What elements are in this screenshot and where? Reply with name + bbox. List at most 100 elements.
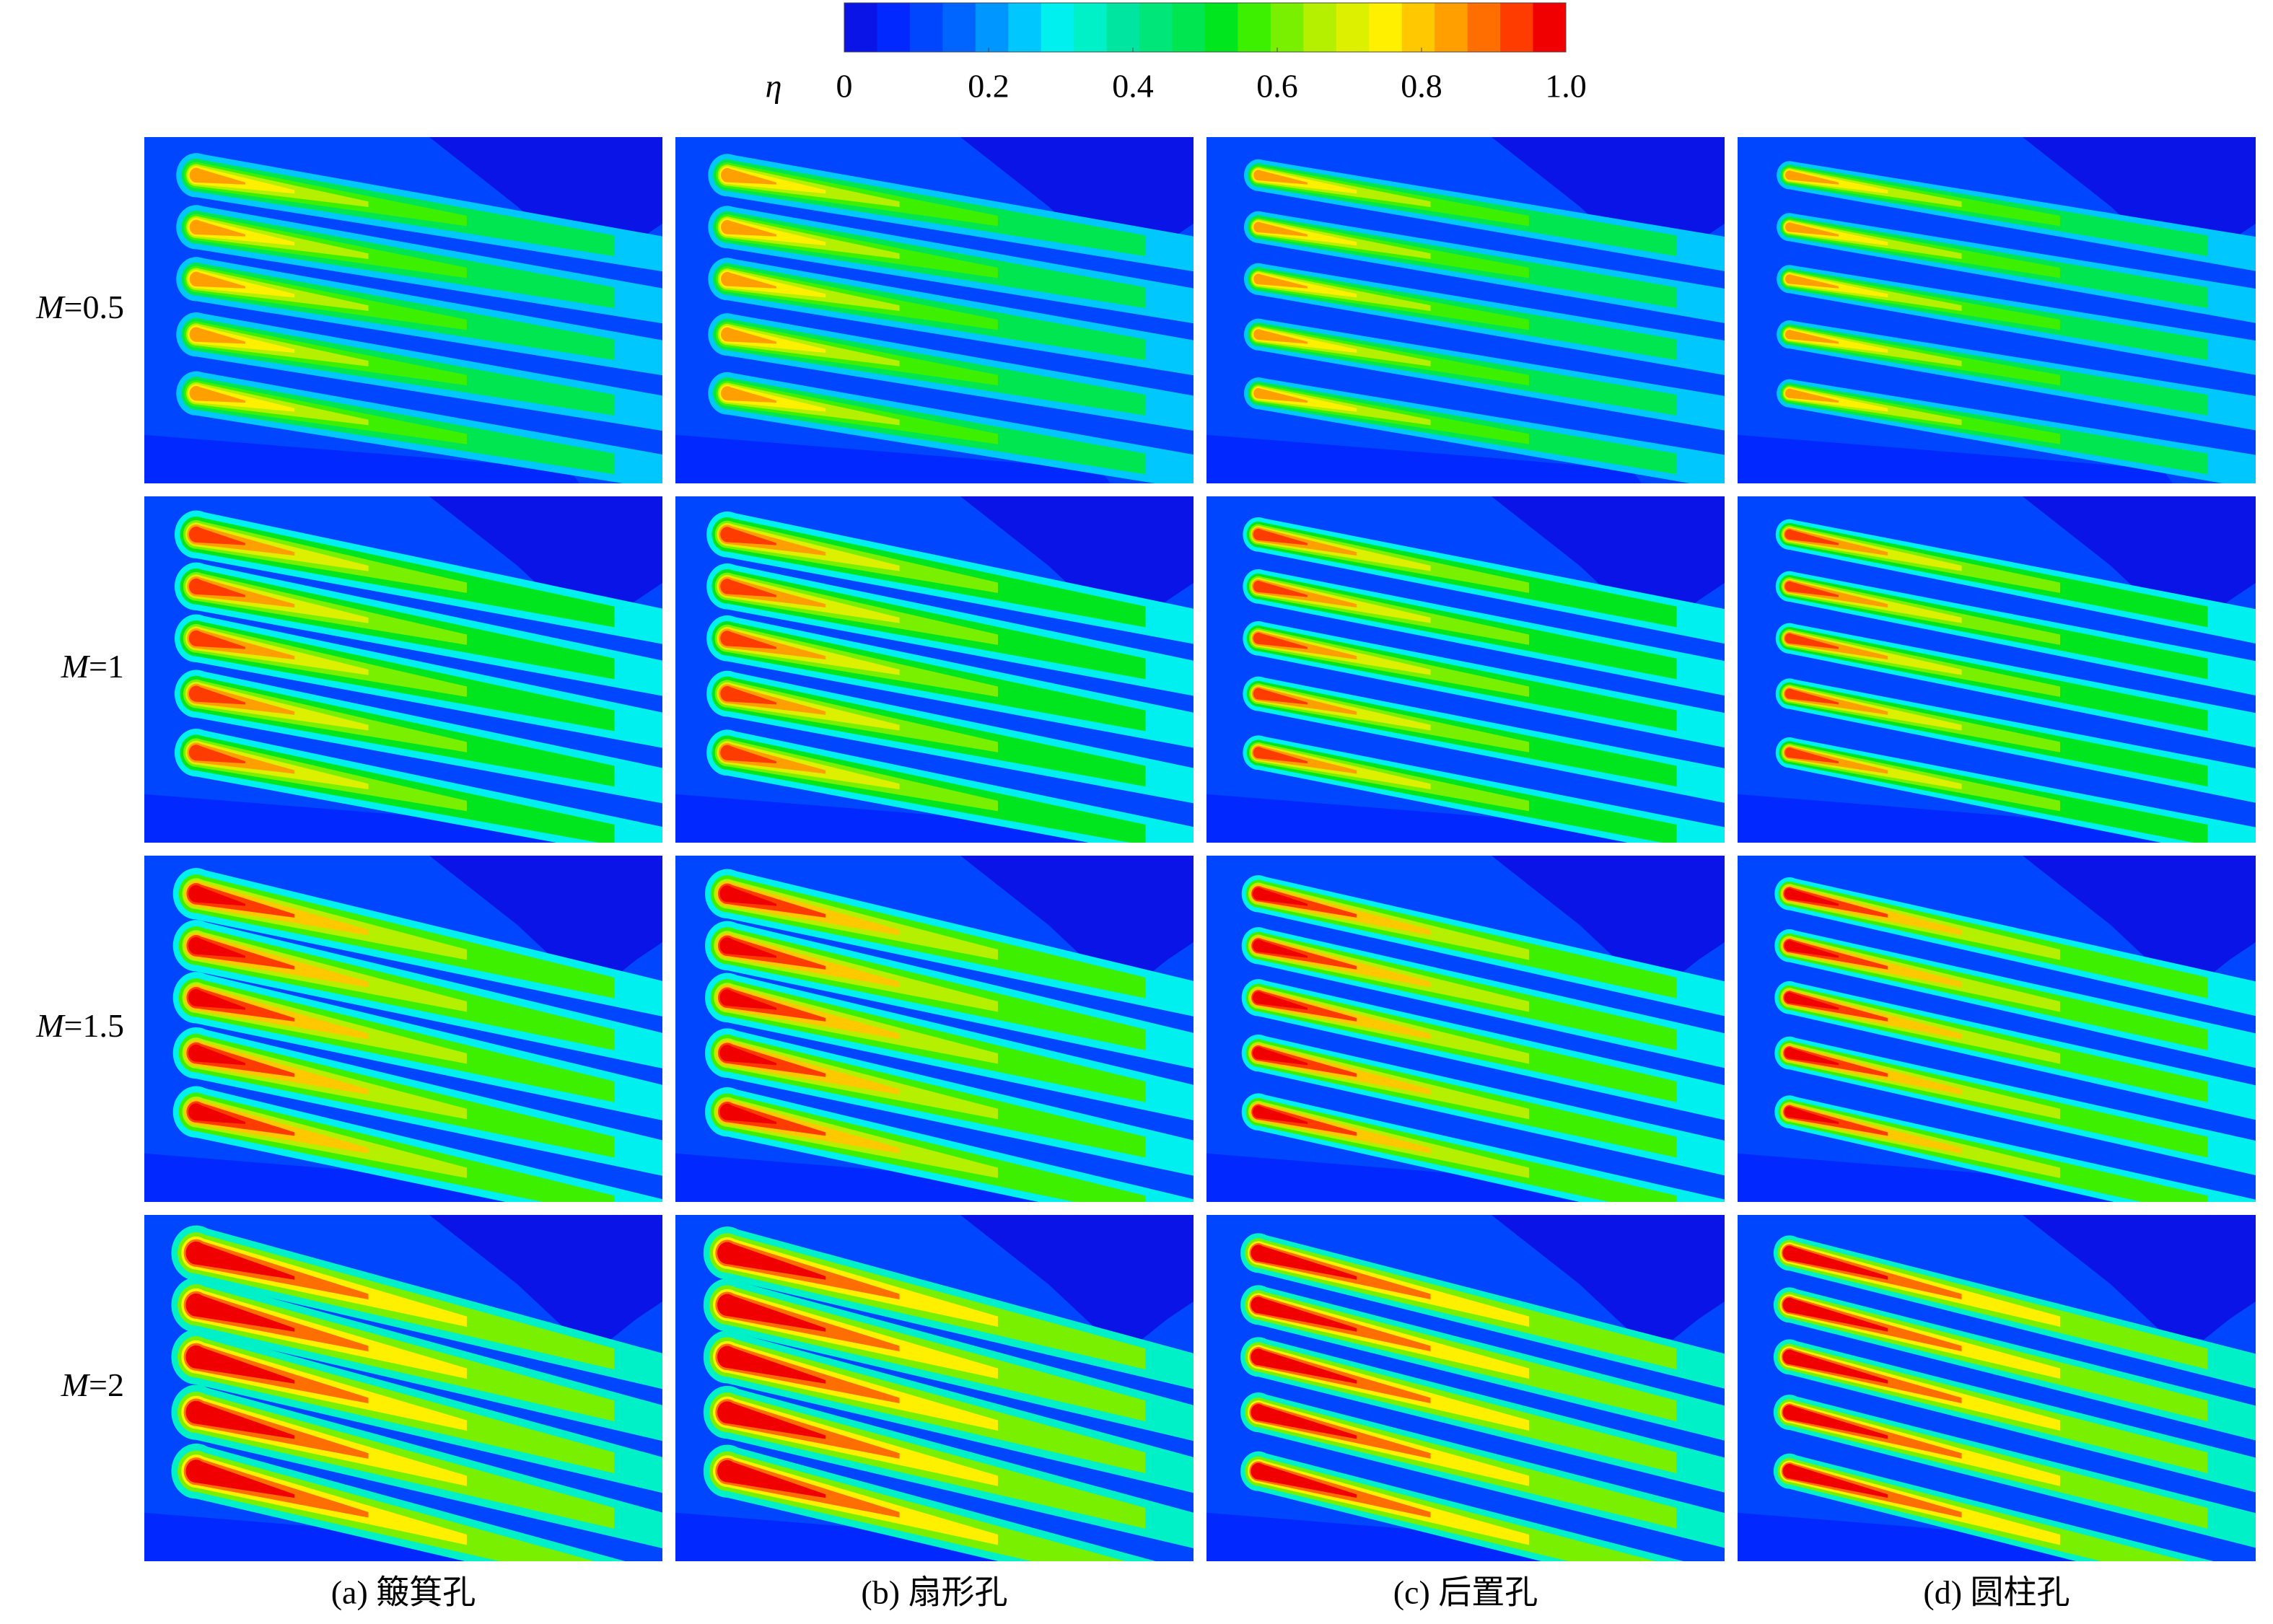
jet-head	[1784, 330, 1794, 340]
jet-head	[719, 1244, 735, 1263]
jet-contour	[727, 524, 826, 556]
jet-contour	[1258, 329, 1308, 344]
jet-contour	[727, 574, 900, 623]
contour-panel	[1206, 856, 1725, 1202]
jet-contour	[727, 989, 777, 1010]
jet-contour	[1258, 1462, 1357, 1498]
jet-contour	[1789, 745, 1962, 790]
jet-contour	[1258, 273, 1308, 289]
jet-head	[1784, 170, 1794, 180]
jet-contour	[196, 984, 369, 1040]
colorbar-tick-label: 0	[836, 68, 853, 105]
jet-head	[188, 1296, 205, 1314]
jet-contour	[1258, 629, 1431, 675]
jet-contour	[1258, 886, 1357, 918]
low-region	[429, 856, 662, 980]
column-label: (c) 后置孔	[1393, 1574, 1538, 1611]
jet-head	[720, 168, 734, 183]
contour-panel	[1206, 1215, 1725, 1561]
row-label: M=1	[61, 648, 124, 685]
jet-contour	[1789, 222, 1839, 237]
jet-contour	[727, 327, 777, 344]
panel-content	[144, 496, 662, 843]
jet-head	[188, 1348, 205, 1366]
jet-contour	[1258, 744, 1431, 790]
jet-head	[719, 1403, 735, 1421]
jet-contour	[196, 1236, 467, 1327]
contour-panel	[675, 137, 1194, 483]
jet-contour	[727, 682, 900, 731]
jet-contour	[1258, 1102, 1431, 1154]
jet-contour	[1789, 940, 1839, 958]
jet-contour	[196, 1296, 246, 1319]
jet-head	[1784, 688, 1795, 699]
jet-head	[720, 386, 734, 400]
jet-contour	[1789, 1299, 1839, 1319]
jet-contour	[196, 1345, 295, 1384]
low-region	[1491, 496, 1725, 621]
jet-contour	[1258, 1045, 1357, 1077]
jet-contour	[1789, 1465, 1839, 1485]
colorbar-segment	[1172, 3, 1206, 52]
colorbar-tick-label: 0.6	[1256, 68, 1298, 105]
low-region	[1206, 434, 1642, 483]
panel-content	[675, 496, 1194, 843]
jet-contour	[196, 628, 295, 660]
jet-contour	[1789, 989, 1962, 1040]
jet-head	[1784, 1406, 1795, 1418]
jet-head	[1253, 221, 1263, 233]
jet-contour	[727, 1294, 826, 1332]
jet-contour	[1258, 1348, 1357, 1384]
jet-contour	[1258, 1296, 1357, 1332]
jet-contour	[196, 271, 246, 289]
colorbar-segment	[1435, 3, 1468, 52]
jet-contour	[1258, 1465, 1308, 1485]
jet-contour	[196, 1340, 467, 1431]
jet-head	[1253, 273, 1263, 285]
jet-contour	[1789, 1406, 1839, 1426]
jet-contour	[196, 384, 295, 412]
colorbar-segment	[1106, 3, 1140, 52]
panel-content	[144, 1215, 662, 1561]
jet-contour	[196, 1042, 295, 1077]
low-region	[1738, 434, 2173, 483]
colorbar-segment	[909, 3, 943, 52]
jet-head	[1253, 580, 1263, 592]
contour-panel	[675, 856, 1194, 1202]
jet-contour	[196, 218, 295, 246]
jet-contour	[727, 220, 777, 237]
jet-contour	[1258, 1295, 1431, 1352]
panel-content	[1206, 1215, 1725, 1561]
jet-contour	[196, 1040, 369, 1095]
jet-contour	[196, 626, 369, 675]
jet-contour	[727, 881, 900, 936]
jet-head	[1784, 888, 1795, 900]
jet-contour	[1789, 1462, 1962, 1518]
jet-head	[1784, 529, 1795, 540]
jet-contour	[196, 1293, 295, 1332]
jet-head	[1253, 939, 1264, 952]
low-region	[1738, 794, 2173, 843]
jet-contour	[196, 327, 246, 344]
jet-contour	[1789, 328, 1888, 354]
jet-contour	[196, 986, 295, 1022]
jet-head	[720, 579, 735, 594]
jet-contour	[196, 932, 369, 988]
panel-content	[1206, 856, 1725, 1202]
contour-panel	[1206, 137, 1725, 483]
low-region	[144, 794, 580, 843]
jet-head	[719, 1348, 735, 1366]
jet-contour	[1789, 747, 1839, 764]
jet-contour	[1789, 746, 1888, 774]
low-region	[675, 794, 1111, 843]
jet-contour	[1258, 1350, 1308, 1371]
jet-contour	[196, 164, 369, 207]
jet-head	[188, 1244, 205, 1263]
jet-head	[719, 989, 735, 1006]
jet-head	[188, 936, 204, 954]
jet-contour	[1789, 686, 1962, 731]
colorbar-tick-label: 0.4	[1112, 68, 1154, 105]
panel-content	[675, 856, 1194, 1202]
jet-contour	[1258, 887, 1308, 906]
